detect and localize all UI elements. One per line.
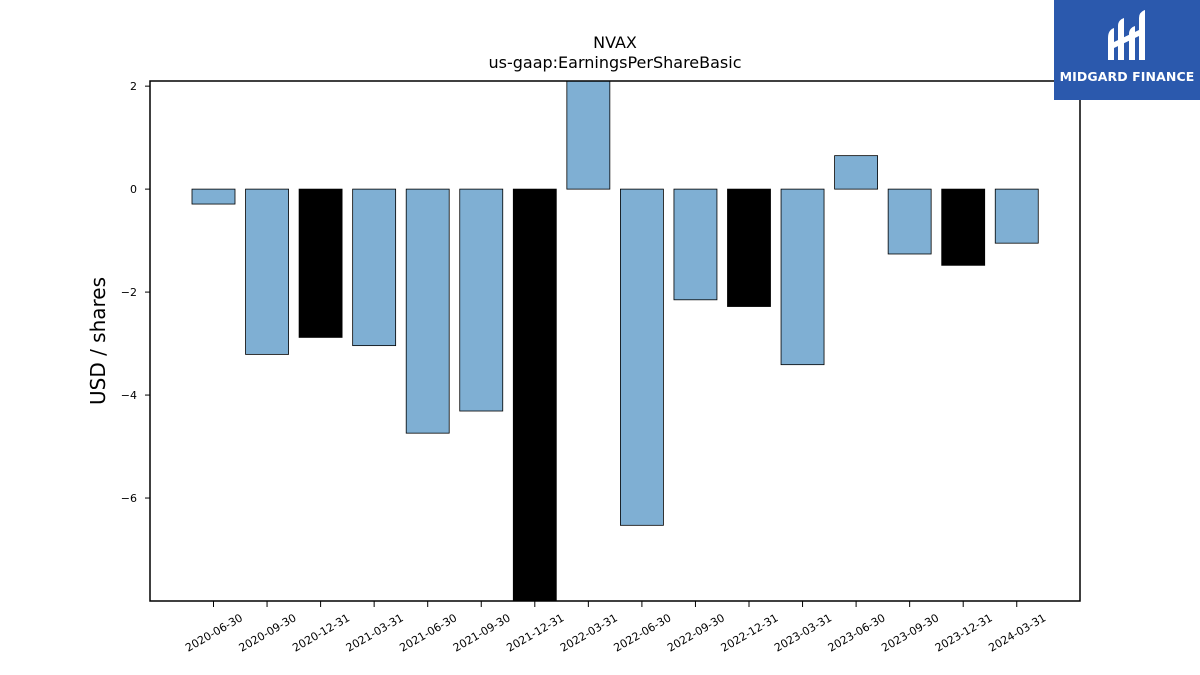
x-tick-label: 2020-09-30 (237, 611, 299, 654)
x-tick-label: 2022-06-30 (612, 611, 674, 654)
x-tick-label: 2021-06-30 (397, 611, 459, 654)
chart-subtitle: us-gaap:EarningsPerShareBasic (488, 53, 741, 72)
y-tick-label: −6 (121, 492, 137, 505)
y-axis-label: USD / shares (86, 277, 110, 405)
x-tick-label: 2022-03-31 (558, 611, 620, 654)
y-tick-label: −4 (121, 389, 137, 402)
x-tick-label: 2021-09-30 (451, 611, 513, 654)
bar-2020-12-31 (298, 188, 343, 338)
bar-2023-03-31 (780, 188, 825, 366)
y-tick-label: 2 (130, 80, 137, 93)
x-tick-label: 2024-03-31 (986, 611, 1048, 654)
bar-2020-06-30 (191, 188, 236, 205)
x-tick-label: 2020-06-30 (183, 611, 245, 654)
bar-2021-12-31 (512, 188, 557, 602)
bar-2021-06-30 (405, 188, 450, 434)
x-tick-label: 2023-06-30 (826, 611, 888, 654)
bar-2020-09-30 (245, 188, 289, 355)
bar-2024-03-31 (994, 188, 1039, 244)
bar-2022-03-31 (566, 80, 611, 190)
midgard-logo-icon (1108, 10, 1145, 60)
x-tick-label: 2023-09-30 (879, 611, 941, 654)
midgard-finance-logo: MIDGARD FINANCE (1054, 0, 1200, 100)
bar-2022-12-31 (727, 188, 771, 307)
y-tick-label: −2 (121, 286, 137, 299)
y-tick-label: 0 (130, 183, 137, 196)
x-tick-label: 2021-12-31 (504, 611, 566, 654)
bar-2023-12-31 (941, 188, 986, 266)
bar-2023-09-30 (887, 188, 932, 255)
x-tick-label: 2023-12-31 (933, 611, 995, 654)
x-tick-label: 2022-09-30 (665, 611, 727, 654)
x-tick-label: 2020-12-31 (290, 611, 352, 654)
x-tick-label: 2021-03-31 (344, 611, 406, 654)
plot-frame (149, 80, 1081, 602)
bar-2023-06-30 (834, 155, 878, 190)
bar-2022-09-30 (673, 188, 718, 301)
bar-2022-06-30 (620, 188, 664, 526)
bar-2021-09-30 (459, 188, 504, 412)
bar-2021-03-31 (352, 188, 397, 347)
logo-text: MIDGARD FINANCE (1059, 69, 1195, 84)
x-tick-label: 2023-03-31 (772, 611, 834, 654)
x-tick-label: 2022-12-31 (719, 611, 781, 654)
chart-title: NVAX (593, 33, 637, 52)
